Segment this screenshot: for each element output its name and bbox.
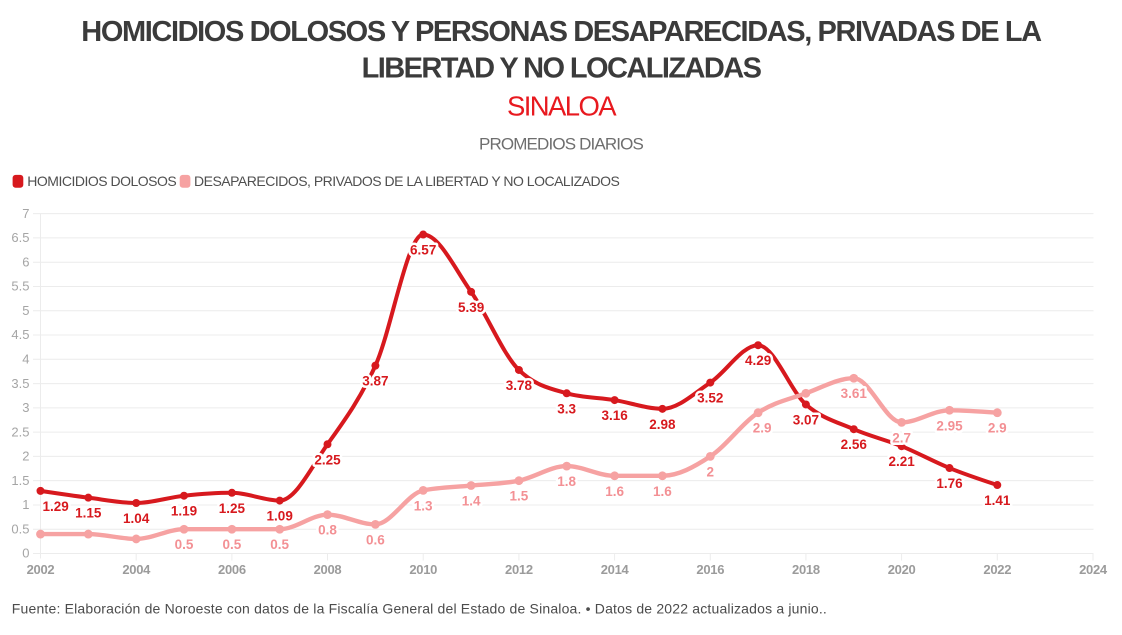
svg-text:5.39: 5.39: [458, 300, 484, 315]
svg-text:2008: 2008: [314, 562, 342, 577]
svg-text:1.8: 1.8: [557, 474, 576, 489]
svg-text:6.5: 6.5: [11, 230, 29, 245]
svg-text:0.5: 0.5: [175, 537, 194, 552]
svg-text:1.5: 1.5: [11, 473, 29, 488]
svg-text:2014: 2014: [601, 562, 630, 577]
svg-text:2: 2: [22, 449, 29, 464]
svg-text:2020: 2020: [888, 562, 916, 577]
svg-text:3.07: 3.07: [793, 413, 819, 428]
svg-text:0.5: 0.5: [270, 537, 289, 552]
svg-text:2.98: 2.98: [649, 417, 676, 432]
svg-text:3.87: 3.87: [362, 374, 388, 389]
svg-text:1.19: 1.19: [171, 504, 197, 519]
svg-text:1.25: 1.25: [219, 501, 246, 516]
svg-text:HOMICIDIOS DOLOSOS: HOMICIDIOS DOLOSOS: [27, 173, 176, 189]
svg-text:SINALOA: SINALOA: [507, 91, 617, 122]
svg-text:1.76: 1.76: [936, 476, 963, 491]
svg-text:1.41: 1.41: [984, 493, 1011, 508]
svg-text:Fuente: Elaboración de Noroest: Fuente: Elaboración de Noroeste con dato…: [12, 601, 827, 617]
svg-text:2.5: 2.5: [11, 424, 29, 439]
svg-text:2022: 2022: [983, 562, 1011, 577]
svg-text:2.56: 2.56: [841, 437, 868, 452]
svg-text:2010: 2010: [409, 562, 437, 577]
svg-text:1.4: 1.4: [462, 494, 481, 509]
svg-text:0.5: 0.5: [223, 537, 242, 552]
svg-text:2018: 2018: [792, 562, 820, 577]
svg-text:2004: 2004: [122, 562, 151, 577]
svg-text:2024: 2024: [1079, 562, 1108, 577]
svg-text:1.6: 1.6: [605, 484, 624, 499]
svg-text:3: 3: [22, 400, 29, 415]
svg-text:1.04: 1.04: [123, 511, 150, 526]
svg-text:2.25: 2.25: [314, 452, 341, 467]
svg-text:5: 5: [22, 303, 29, 318]
svg-text:2.7: 2.7: [892, 430, 911, 445]
svg-text:2002: 2002: [27, 562, 55, 577]
svg-text:3.78: 3.78: [506, 378, 533, 393]
svg-text:6: 6: [22, 254, 29, 269]
svg-text:6.57: 6.57: [410, 243, 436, 258]
svg-text:0.8: 0.8: [318, 523, 337, 538]
svg-text:0.5: 0.5: [11, 521, 29, 536]
svg-text:LIBERTAD Y NO LOCALIZADAS: LIBERTAD Y NO LOCALIZADAS: [362, 53, 762, 85]
svg-text:1.09: 1.09: [267, 509, 293, 524]
svg-text:5.5: 5.5: [11, 279, 29, 294]
svg-text:3.52: 3.52: [697, 391, 723, 406]
svg-text:4.29: 4.29: [745, 353, 771, 368]
svg-text:HOMICIDIOS DOLOSOS Y PERSONAS: HOMICIDIOS DOLOSOS Y PERSONAS DESAPARECI…: [81, 16, 1042, 48]
svg-text:2.95: 2.95: [936, 418, 963, 433]
svg-text:2006: 2006: [218, 562, 246, 577]
svg-text:2: 2: [707, 464, 715, 479]
svg-text:0: 0: [22, 546, 29, 561]
svg-text:2.9: 2.9: [988, 421, 1007, 436]
svg-text:1.15: 1.15: [75, 506, 102, 521]
svg-text:2.21: 2.21: [888, 454, 915, 469]
svg-text:4: 4: [22, 352, 29, 367]
svg-text:PROMEDIOS DIARIOS: PROMEDIOS DIARIOS: [479, 135, 644, 154]
svg-text:1.29: 1.29: [43, 499, 69, 514]
svg-text:3.16: 3.16: [601, 408, 628, 423]
svg-text:3.3: 3.3: [557, 401, 576, 416]
svg-text:2016: 2016: [696, 562, 724, 577]
svg-text:0.6: 0.6: [366, 532, 385, 547]
svg-text:3.61: 3.61: [841, 386, 868, 401]
svg-text:1.5: 1.5: [510, 489, 529, 504]
svg-text:7: 7: [22, 206, 29, 221]
svg-text:2.9: 2.9: [753, 421, 772, 436]
svg-text:1: 1: [22, 497, 29, 512]
svg-text:1.3: 1.3: [414, 498, 433, 513]
svg-text:1.6: 1.6: [653, 484, 672, 499]
svg-text:4.5: 4.5: [11, 327, 29, 342]
svg-text:3.5: 3.5: [11, 376, 29, 391]
svg-text:2012: 2012: [505, 562, 533, 577]
svg-text:DESAPARECIDOS, PRIVADOS DE LA: DESAPARECIDOS, PRIVADOS DE LA LIBERTAD Y…: [194, 173, 619, 189]
